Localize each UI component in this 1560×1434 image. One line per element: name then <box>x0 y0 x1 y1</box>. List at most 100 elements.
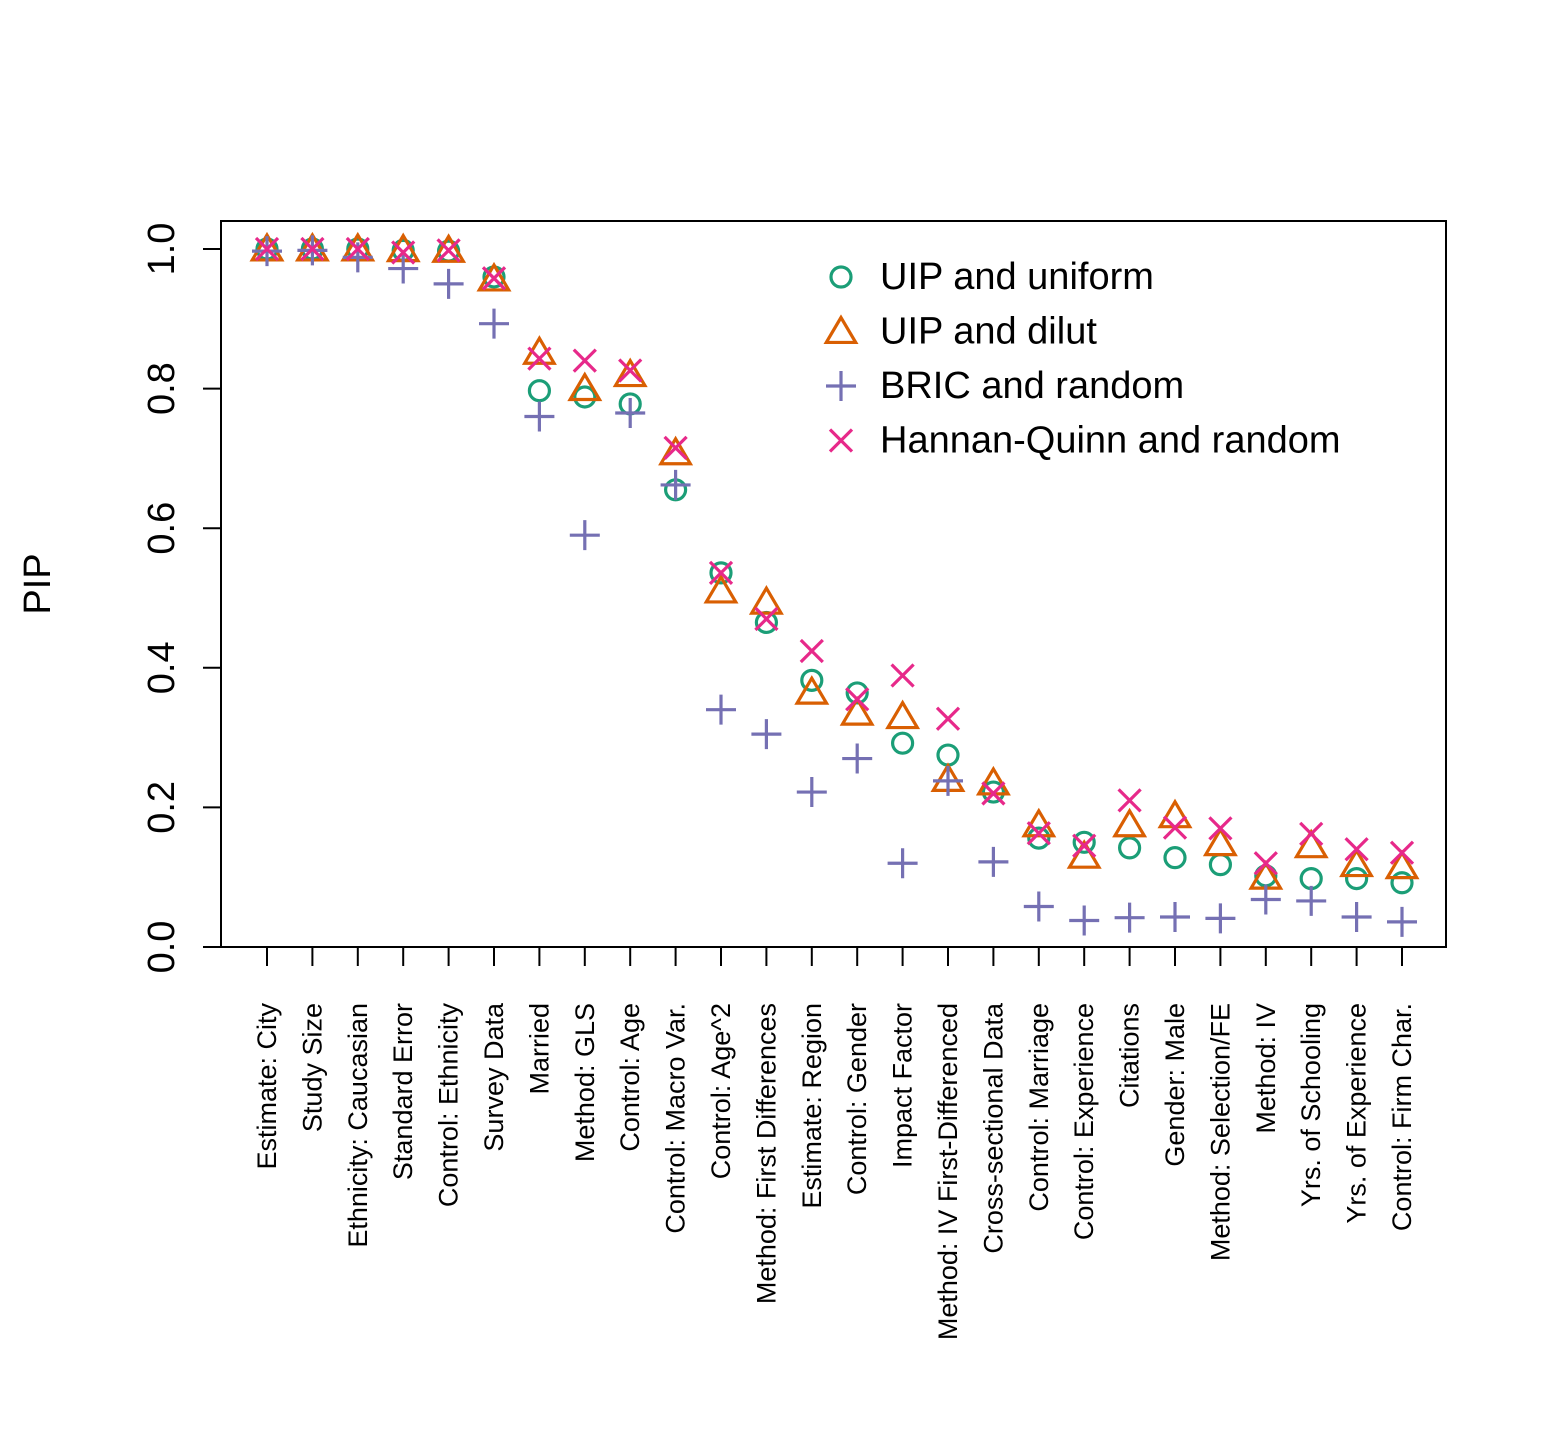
x-tick-label: Method: IV <box>1251 1003 1281 1134</box>
data-point-plus <box>887 848 918 879</box>
data-point-plus <box>796 777 827 808</box>
data-point-triangle <box>1112 807 1148 838</box>
data-point-triangle <box>703 573 739 604</box>
x-tick-label: Control: Marriage <box>1024 1003 1054 1212</box>
x-tick-label: Ethnicity: Caucasian <box>343 1003 373 1248</box>
x-tick-label: Estimate: City <box>252 1003 282 1170</box>
series-plus <box>252 235 1417 937</box>
x-tick-label: Control: Age <box>615 1003 645 1152</box>
x-tick-label: Estimate: Region <box>797 1003 827 1209</box>
data-point-plus <box>479 308 509 339</box>
data-point-plus <box>660 469 691 500</box>
data-point-circle <box>1390 871 1414 895</box>
data-point-circle <box>1072 830 1096 854</box>
data-point-circle <box>1117 836 1142 860</box>
x-tick-label: Control: Experience <box>1069 1003 1099 1240</box>
x-tick-label: Method: GLS <box>570 1003 600 1162</box>
x-tick-label: Control: Age^2 <box>706 1003 736 1179</box>
data-point-plus <box>524 401 555 432</box>
x-tick-label: Impact Factor <box>888 1003 918 1168</box>
legend: UIP and uniform UIP and dilut BRIC and ran… <box>823 256 1341 462</box>
data-point-plus <box>388 253 419 284</box>
data-point-circle <box>1208 853 1233 877</box>
data-point-cross <box>1162 815 1188 840</box>
data-point-plus <box>978 846 1009 877</box>
data-point-plus <box>1296 885 1327 916</box>
x-tick-label: Gender: Male <box>1160 1003 1190 1167</box>
data-point-cross <box>1026 821 1051 846</box>
data-point-plus <box>1114 902 1145 933</box>
series-triangle <box>249 231 1420 890</box>
x-tick-label: Control: Macro Var. <box>661 1003 691 1234</box>
y-tick-label: 0.0 <box>141 921 183 974</box>
data-point-cross <box>799 638 824 664</box>
data-point-plus <box>751 719 782 750</box>
legend-marker-cross <box>828 428 854 453</box>
data-point-cross <box>391 240 416 265</box>
data-point-cross <box>1072 833 1097 858</box>
legend-label: UIP and dilut <box>880 311 1097 353</box>
x-tick-label: Yrs. of Schooling <box>1296 1003 1326 1207</box>
data-point-circle <box>754 610 779 635</box>
data-point-circle <box>1163 846 1187 870</box>
data-point-plus <box>1250 884 1281 915</box>
y-tick-label: 1.0 <box>141 223 183 276</box>
data-point-cross <box>572 348 597 373</box>
data-point-triangle <box>794 675 830 705</box>
data-point-plus <box>842 743 873 774</box>
data-point-circle <box>709 561 733 585</box>
data-point-triangle <box>431 233 467 263</box>
data-point-cross <box>981 781 1006 806</box>
data-point-triangle <box>748 585 784 615</box>
data-point-cross <box>754 606 779 632</box>
data-point-triangle <box>1384 849 1420 880</box>
data-point-circle <box>527 379 552 403</box>
data-point-triangle <box>1021 807 1057 838</box>
data-point-circle <box>800 668 824 692</box>
x-tick-label: Survey Data <box>479 1002 509 1152</box>
data-point-circle <box>936 743 960 767</box>
x-tick-label: Yrs. of Experience <box>1342 1003 1372 1224</box>
data-point-triangle <box>612 357 648 388</box>
data-point-cross <box>300 236 325 262</box>
data-point-cross <box>663 435 688 461</box>
data-point-plus <box>569 520 600 551</box>
x-tick-label: Married <box>524 1003 554 1095</box>
data-point-triangle <box>1157 798 1193 829</box>
x-tick-label: Method: IV First-Differenced <box>933 1003 963 1340</box>
data-points <box>249 231 1420 937</box>
data-point-cross <box>1344 837 1369 862</box>
data-point-cross <box>618 358 643 383</box>
data-point-triangle <box>885 699 921 730</box>
x-axis: Estimate: City Study Size Ethnicity: Cauca… <box>252 946 1417 1340</box>
legend-label: BRIC and random <box>880 365 1184 407</box>
legend-marker-plus <box>826 371 856 401</box>
data-point-triangle <box>658 435 694 466</box>
data-point-plus <box>933 765 963 796</box>
data-point-circle <box>1299 866 1323 891</box>
x-tick-label: Study Size <box>297 1003 327 1132</box>
data-point-cross <box>1389 840 1415 865</box>
data-point-circle <box>890 731 915 755</box>
y-axis: 0.0 0.2 0.4 0.6 0.8 1.0 <box>141 223 222 974</box>
data-point-plus <box>1387 906 1417 937</box>
data-point-cross <box>254 236 280 262</box>
data-point-plus <box>1160 901 1190 932</box>
data-point-plus <box>615 398 646 429</box>
data-point-plus <box>1341 901 1372 932</box>
data-point-plus <box>706 694 736 725</box>
data-point-circle <box>1027 826 1051 850</box>
data-point-plus <box>1205 903 1236 934</box>
data-point-plus <box>1023 891 1054 922</box>
y-tick-label: 0.8 <box>141 362 183 415</box>
data-point-cross <box>845 687 870 712</box>
x-tick-label: Control: Gender <box>842 1003 872 1195</box>
y-axis-label: PIP <box>17 553 59 614</box>
data-point-cross <box>708 560 734 586</box>
data-point-cross <box>436 238 461 263</box>
data-point-cross <box>1253 851 1278 876</box>
data-point-circle <box>845 681 869 705</box>
data-point-circle <box>1344 866 1369 891</box>
data-point-triangle <box>1293 828 1329 859</box>
